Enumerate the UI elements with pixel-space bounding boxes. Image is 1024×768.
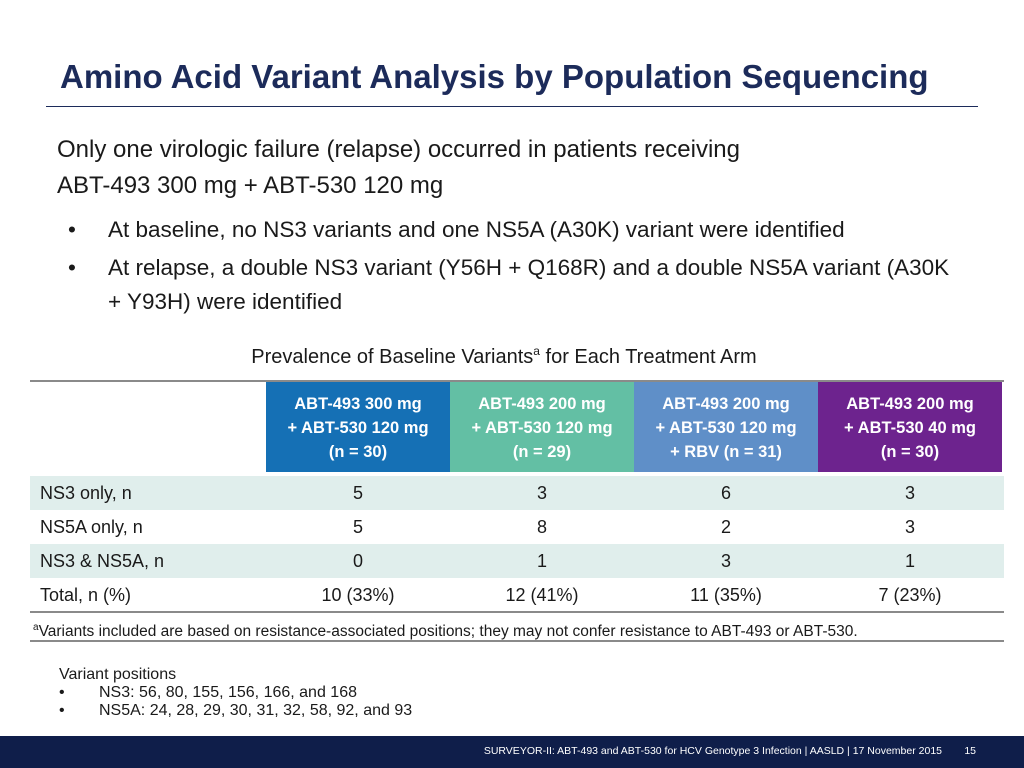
lead-line-1: Only one virologic failure (relapse) occ… bbox=[57, 136, 740, 163]
table-cell: 8 bbox=[536, 517, 547, 537]
table-footnote: aVariants included are based on resistan… bbox=[33, 622, 858, 640]
column-header-arm-1: ABT-493 300 mg + ABT-530 120 mg (n = 30) bbox=[266, 382, 450, 472]
table-cell: 7 (23%) bbox=[878, 585, 942, 605]
bullet-text: At relapse, a double NS3 variant (Y56H +… bbox=[108, 255, 950, 314]
table-cell: 6 bbox=[720, 483, 731, 503]
bullet-icon: • bbox=[59, 684, 65, 701]
table-cell: 2 bbox=[720, 517, 731, 537]
title-divider bbox=[46, 106, 978, 107]
bullet-icon: • bbox=[68, 217, 76, 242]
table-cell: 0 bbox=[352, 551, 363, 571]
table-cell: 1 bbox=[536, 551, 547, 571]
table-cell: 5 bbox=[352, 517, 363, 537]
table-cell: 10 (33%) bbox=[321, 585, 395, 605]
column-header-arm-3: ABT-493 200 mg + ABT-530 120 mg + RBV (n… bbox=[634, 382, 818, 472]
row-label: NS3 only, n bbox=[40, 483, 132, 503]
table-caption: Prevalence of Baseline Variantsa for Eac… bbox=[251, 344, 757, 368]
row-label: NS3 & NS5A, n bbox=[40, 551, 165, 571]
bullet-icon: • bbox=[68, 255, 76, 280]
list-item: • NS5A: 24, 28, 29, 30, 31, 32, 58, 92, … bbox=[59, 702, 413, 719]
table-cell: 12 (41%) bbox=[505, 585, 579, 605]
footer-text: SURVEYOR-II: ABT-493 and ABT-530 for HCV… bbox=[483, 745, 942, 757]
page-number: 15 bbox=[964, 745, 976, 757]
table-row: Total, n (%) 10 (33%) 12 (41%) 11 (35%) … bbox=[30, 578, 1004, 612]
variant-positions: Variant positions • NS3: 56, 80, 155, 15… bbox=[59, 666, 759, 720]
table-row: NS3 & NS5A, n 0 1 3 1 bbox=[30, 544, 1004, 578]
bullet-list: • At baseline, no NS3 variants and one N… bbox=[66, 213, 966, 323]
lead-text: Only one virologic failure (relapse) occ… bbox=[57, 132, 957, 204]
variant-positions-heading: Variant positions bbox=[59, 666, 177, 683]
slide-title: Amino Acid Variant Analysis by Populatio… bbox=[60, 58, 929, 95]
table-cell: 5 bbox=[352, 483, 363, 503]
table-cell: 3 bbox=[904, 483, 915, 503]
table-row: NS3 only, n 5 3 6 3 bbox=[30, 476, 1004, 510]
footer-bar: SURVEYOR-II: ABT-493 and ABT-530 for HCV… bbox=[0, 736, 1024, 768]
caption-footnote-marker: a bbox=[533, 344, 540, 358]
column-header-arm-2: ABT-493 200 mg + ABT-530 120 mg (n = 29) bbox=[450, 382, 634, 472]
row-label: NS5A only, n bbox=[40, 517, 143, 537]
lead-line-2: ABT-493 300 mg + ABT-530 120 mg bbox=[57, 172, 444, 199]
table-divider bbox=[30, 611, 1004, 613]
column-header-arm-4: ABT-493 200 mg + ABT-530 40 mg (n = 30) bbox=[818, 382, 1002, 472]
table-row: NS5A only, n 5 8 2 3 bbox=[30, 510, 1004, 544]
table-cell: 3 bbox=[904, 517, 915, 537]
bullet-icon: • bbox=[59, 702, 65, 719]
table-cell: 11 (35%) bbox=[690, 585, 762, 605]
table-cell: 3 bbox=[720, 551, 731, 571]
table-cell: 3 bbox=[536, 483, 547, 503]
bullet-item: • At relapse, a double NS3 variant (Y56H… bbox=[66, 251, 966, 319]
bullet-item: • At baseline, no NS3 variants and one N… bbox=[66, 213, 966, 247]
table-top-rule bbox=[30, 380, 1004, 382]
table-bottom-rule bbox=[30, 640, 1004, 642]
footnote-marker: a bbox=[33, 622, 39, 633]
list-item: • NS3: 56, 80, 155, 156, 166, and 168 bbox=[59, 684, 357, 701]
table-cell: 1 bbox=[904, 551, 915, 571]
row-label: Total, n (%) bbox=[40, 585, 132, 605]
bullet-text: At baseline, no NS3 variants and one NS5… bbox=[108, 217, 845, 242]
